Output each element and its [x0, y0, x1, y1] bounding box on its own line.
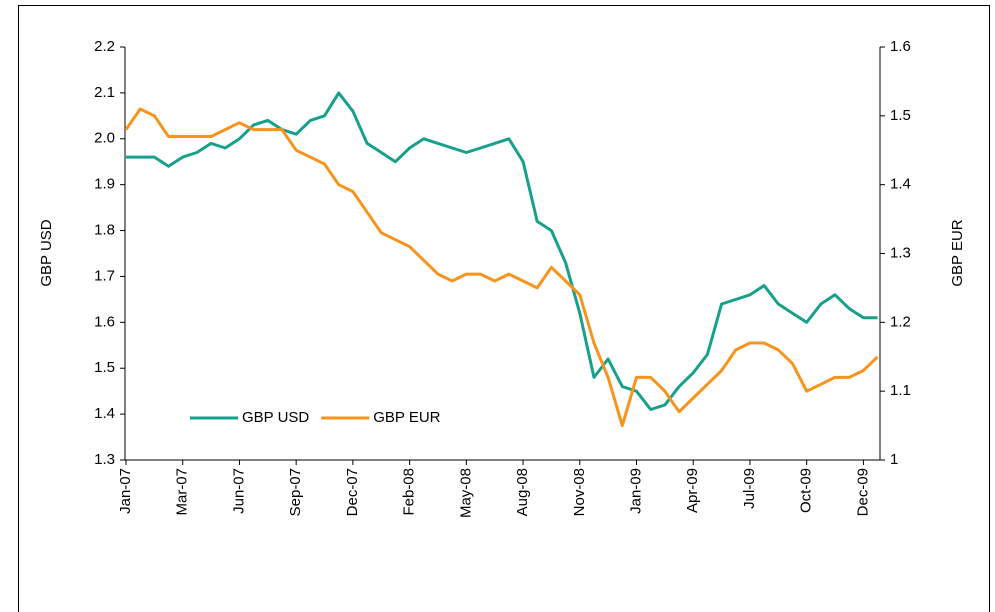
y2-tick-label: 1.4	[890, 176, 911, 193]
x-tick-label: Dec-07	[344, 468, 361, 516]
y-tick-label: 2.2	[94, 38, 115, 55]
x-tick-label: Feb-08	[401, 468, 418, 516]
y-tick-label: 1.9	[94, 176, 115, 193]
x-tick-label: Jul-09	[741, 468, 758, 509]
x-tick-label: May-08	[457, 468, 474, 518]
x-tick-label: Apr-09	[684, 468, 701, 513]
legend-label: GBP USD	[242, 409, 309, 426]
y2-tick-label: 1.1	[890, 382, 911, 399]
x-tick-label: Mar-07	[174, 468, 191, 516]
y2-tick-label: 1.3	[890, 244, 911, 261]
x-tick-label: Nov-08	[571, 468, 588, 516]
y-tick-label: 1.3	[94, 451, 115, 468]
y-tick-label: 2.0	[94, 130, 115, 147]
y-tick-label: 2.1	[94, 84, 115, 101]
y-tick-label: 1.8	[94, 222, 115, 239]
x-tick-label: Oct-09	[798, 468, 815, 513]
y-tick-label: 1.7	[94, 267, 115, 284]
y2-tick-label: 1.2	[890, 313, 911, 330]
y-tick-label: 1.4	[94, 405, 115, 422]
y-tick-label: 1.5	[94, 359, 115, 376]
y2-axis-label: GBP EUR	[949, 219, 966, 286]
series-line	[126, 91, 878, 411]
x-tick-label: Sep-07	[287, 468, 304, 516]
y-tick-label: 1.6	[94, 313, 115, 330]
y2-tick-label: 1.6	[890, 38, 911, 55]
y2-tick-label: 1.5	[890, 107, 911, 124]
x-tick-label: Jan-09	[627, 468, 644, 514]
x-tick-label: Jan-07	[117, 468, 134, 514]
y-axis-label: GBP USD	[38, 219, 55, 286]
x-tick-label: Dec-09	[854, 468, 871, 516]
x-tick-label: Jun-07	[230, 468, 247, 514]
x-tick-label: Aug-08	[514, 468, 531, 516]
y2-tick-label: 1	[890, 451, 898, 468]
series-line	[124, 107, 879, 428]
frame	[18, 5, 990, 612]
legend-label: GBP EUR	[373, 409, 440, 426]
